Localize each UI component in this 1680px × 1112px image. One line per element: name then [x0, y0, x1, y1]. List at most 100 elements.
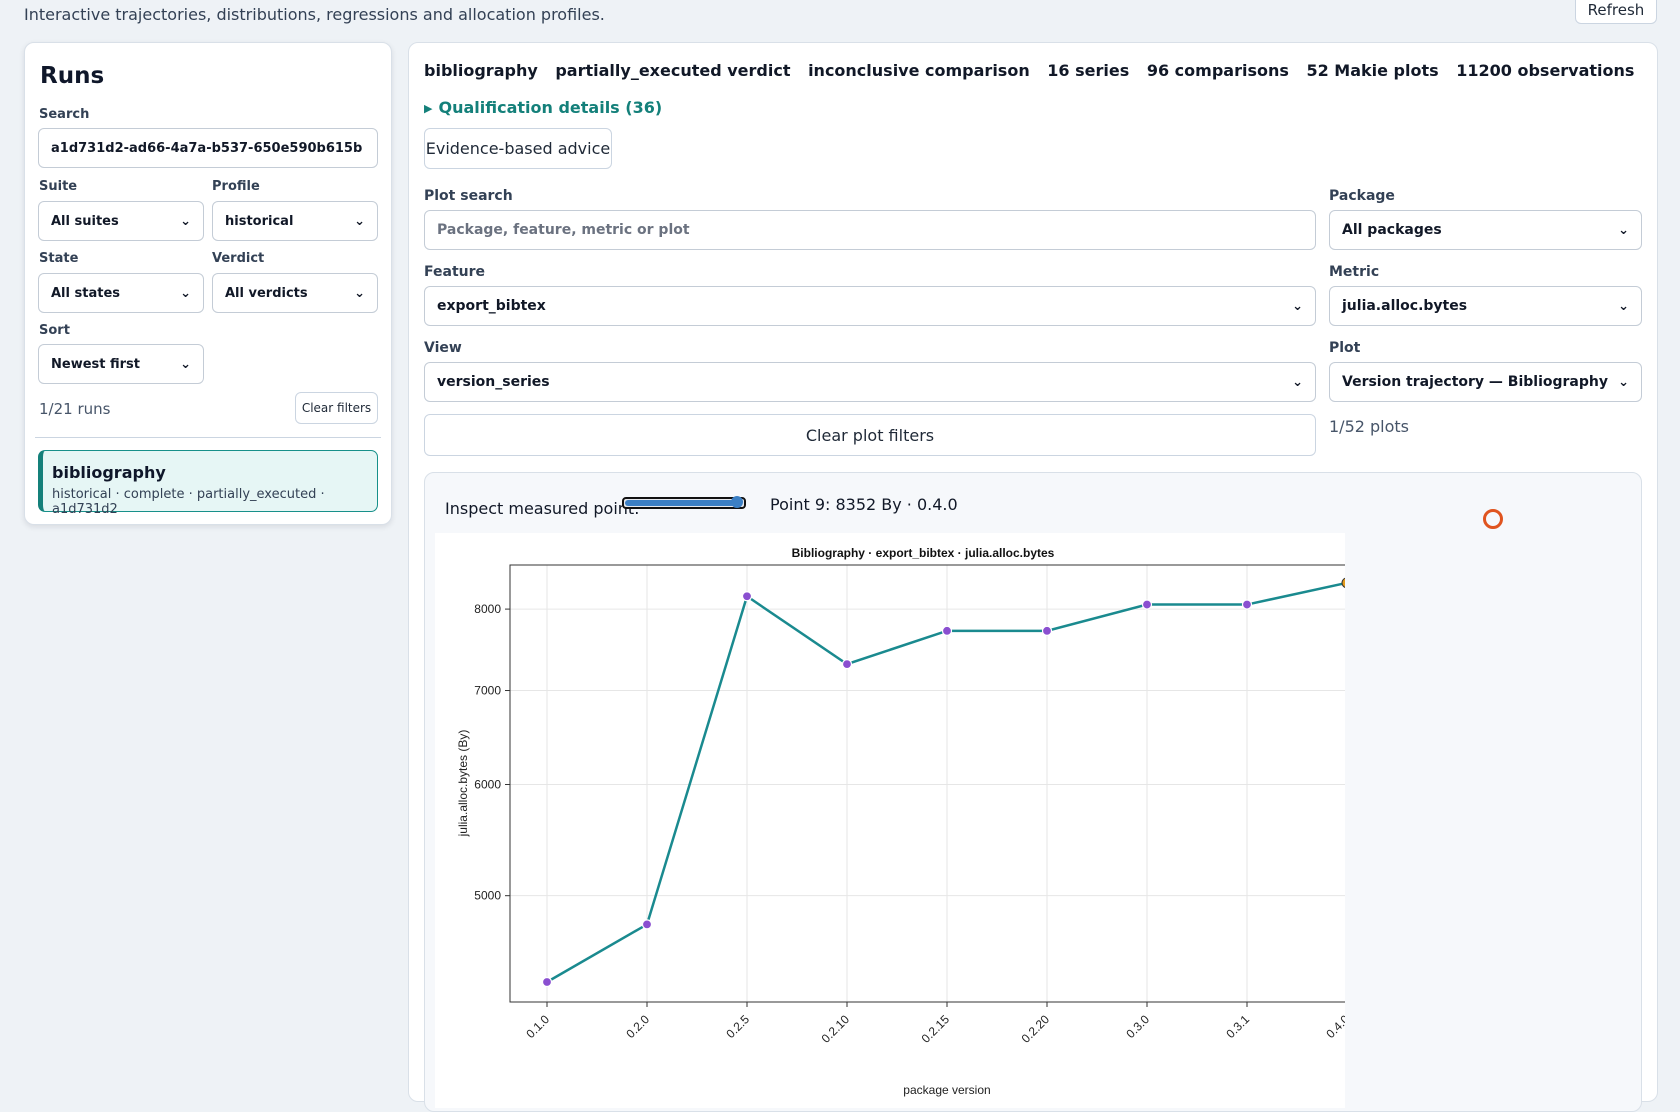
- x-tick-label: 0.3.0: [1123, 1012, 1152, 1041]
- plot-search-input[interactable]: Package, feature, metric or plot: [424, 210, 1316, 250]
- sidebar-divider: [35, 437, 381, 438]
- runs-count: 1/21 runs: [39, 400, 111, 418]
- profile-select[interactable]: historical ⌄: [212, 201, 378, 241]
- runs-sidebar: Runs Search a1d731d2-ad66-4a7a-b537-650e…: [24, 42, 392, 525]
- summary-suite: bibliography: [424, 61, 538, 80]
- plot-search-label: Plot search: [424, 188, 513, 204]
- clear-filters-button[interactable]: Clear filters: [295, 392, 378, 424]
- summary-comparison: inconclusive comparison: [808, 61, 1030, 80]
- point-readout: Point 9: 8352 By · 0.4.0: [770, 495, 958, 514]
- state-select[interactable]: All states ⌄: [38, 273, 204, 313]
- search-input-value: a1d731d2-ad66-4a7a-b537-650e590b615b: [51, 140, 363, 156]
- x-tick-label: 0.4.0: [1323, 1012, 1345, 1041]
- highlighted-data-point: [1341, 577, 1353, 589]
- plot-search-placeholder: Package, feature, metric or plot: [437, 222, 690, 238]
- chart-title: Bibliography · export_bibtex · julia.all…: [792, 546, 1055, 560]
- plot-label: Plot: [1329, 340, 1361, 356]
- run-title: bibliography: [52, 463, 166, 482]
- summary-series: 16 series: [1047, 61, 1130, 80]
- qualification-label: Qualification details (36): [438, 98, 663, 117]
- y-tick-label: 8000: [474, 602, 501, 616]
- chevron-down-icon: ⌄: [1292, 298, 1303, 314]
- data-point: [1141, 599, 1153, 610]
- clear-plot-filters-button[interactable]: Clear plot filters: [424, 414, 1316, 456]
- verdict-select[interactable]: All verdicts ⌄: [212, 273, 378, 313]
- evidence-advice-button[interactable]: Evidence-based advice: [424, 128, 612, 169]
- package-select-value: All packages: [1342, 222, 1442, 238]
- chevron-down-icon: ⌄: [1618, 222, 1629, 238]
- sort-select[interactable]: Newest first ⌄: [38, 344, 204, 384]
- verdict-label: Verdict: [212, 251, 265, 266]
- sort-label: Sort: [39, 323, 70, 338]
- feature-select[interactable]: export_bibtex ⌄: [424, 286, 1316, 326]
- inspect-point-slider[interactable]: [622, 496, 746, 509]
- inspect-label: Inspect measured point:: [445, 499, 640, 518]
- line-chart: Bibliography · export_bibtex · julia.all…: [456, 546, 1385, 1097]
- profile-label: Profile: [212, 179, 260, 194]
- y-tick-label: 6000: [474, 778, 501, 792]
- chevron-down-icon: ⌄: [354, 213, 365, 229]
- x-tick-label: 0.2.15: [919, 1012, 953, 1046]
- search-input[interactable]: a1d731d2-ad66-4a7a-b537-650e590b615b: [38, 128, 378, 168]
- suite-label: Suite: [39, 179, 78, 194]
- chevron-down-icon: ⌄: [180, 356, 191, 372]
- search-label: Search: [39, 107, 90, 122]
- summary-plots: 52 Makie plots: [1306, 61, 1439, 80]
- state-select-value: All states: [51, 285, 120, 301]
- profile-select-value: historical: [225, 213, 294, 229]
- page-subtitle: Interactive trajectories, distributions,…: [24, 5, 605, 24]
- run-list-item[interactable]: bibliography historical · complete · par…: [38, 450, 378, 517]
- plot-area-frame: [509, 564, 1385, 1003]
- feature-label: Feature: [424, 264, 485, 280]
- data-point: [741, 591, 753, 602]
- data-point: [1241, 599, 1253, 610]
- data-point: [841, 658, 853, 670]
- run-summary: bibliography partially_executed verdict …: [424, 61, 1646, 80]
- package-select[interactable]: All packages ⌄: [1329, 210, 1642, 250]
- suite-select-value: All suites: [51, 213, 119, 229]
- caret-right-icon: ▶: [424, 102, 433, 115]
- view-select[interactable]: version_series ⌄: [424, 362, 1316, 402]
- data-point: [541, 976, 553, 988]
- slider-fill: [625, 500, 736, 506]
- chevron-down-icon: ⌄: [180, 213, 191, 229]
- slider-thumb[interactable]: [731, 496, 743, 508]
- view-label: View: [424, 340, 462, 356]
- chart-container: Bibliography · export_bibtex · julia.all…: [435, 533, 1385, 1108]
- x-axis-label: package version: [903, 1083, 990, 1097]
- verdict-select-value: All verdicts: [225, 285, 308, 301]
- data-point: [1041, 625, 1053, 636]
- sort-select-value: Newest first: [51, 356, 141, 372]
- state-label: State: [39, 251, 79, 266]
- metric-select-value: julia.alloc.bytes: [1342, 298, 1468, 314]
- x-tick-label: 0.2.20: [1019, 1012, 1053, 1046]
- suite-select[interactable]: All suites ⌄: [38, 201, 204, 241]
- sidebar-title: Runs: [40, 63, 105, 89]
- x-tick-label: 0.1.0: [523, 1012, 552, 1041]
- chevron-down-icon: ⌄: [1292, 374, 1303, 390]
- summary-comparisons: 96 comparisons: [1146, 61, 1289, 80]
- x-tick-label: 0.3.1: [1223, 1012, 1252, 1041]
- plot-select-value: Version trajectory — Bibliography · expo…: [1342, 374, 1614, 390]
- x-tick-label: 0.2.0: [623, 1012, 652, 1041]
- plots-count: 1/52 plots: [1329, 417, 1410, 436]
- summary-verdict: partially_executed verdict: [555, 61, 791, 80]
- view-select-value: version_series: [437, 374, 550, 390]
- metric-select[interactable]: julia.alloc.bytes ⌄: [1329, 286, 1642, 326]
- data-point: [641, 919, 653, 930]
- refresh-button[interactable]: Refresh: [1575, 0, 1657, 24]
- qualification-details-toggle[interactable]: ▶ Qualification details (36): [424, 98, 662, 117]
- chevron-down-icon: ⌄: [180, 285, 191, 301]
- package-label: Package: [1329, 188, 1395, 204]
- plot-card: Inspect measured point: Point 9: 8352 By…: [424, 472, 1642, 1112]
- chevron-down-icon: ⌄: [354, 285, 365, 301]
- x-tick-label: 0.2.5: [723, 1012, 752, 1041]
- y-tick-label: 5000: [474, 889, 501, 903]
- plot-select[interactable]: Version trajectory — Bibliography · expo…: [1329, 362, 1642, 402]
- run-meta: historical · complete · partially_execut…: [52, 487, 325, 517]
- circle-icon: [1483, 509, 1503, 529]
- chevron-down-icon: ⌄: [1618, 374, 1629, 390]
- y-tick-label: 7000: [474, 684, 501, 698]
- metric-label: Metric: [1329, 264, 1380, 280]
- data-point: [941, 625, 953, 636]
